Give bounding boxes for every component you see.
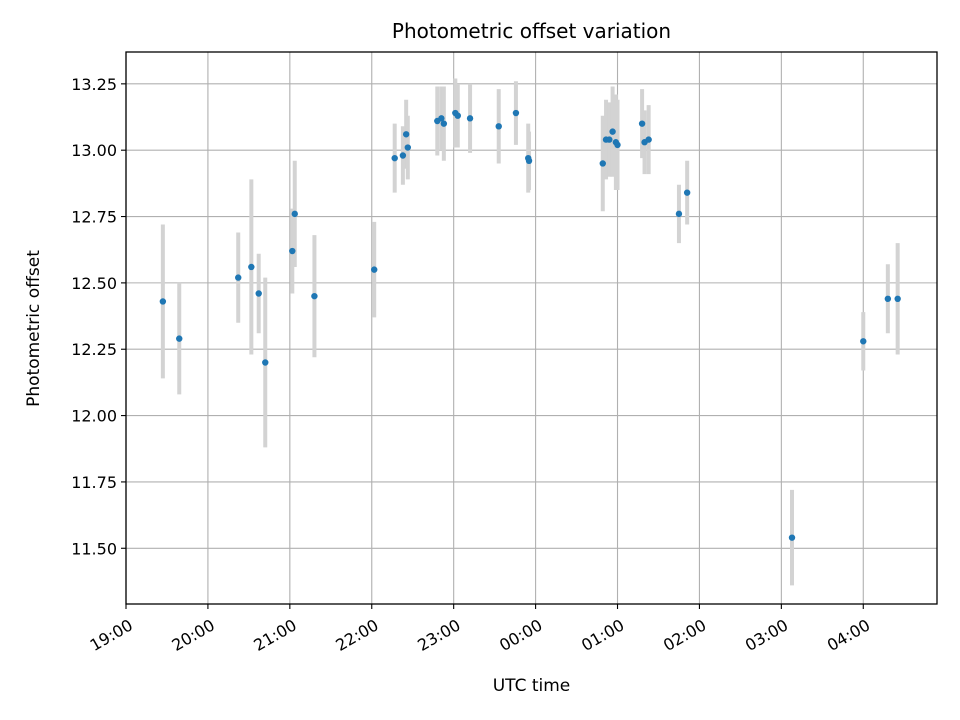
plot-frame	[125, 51, 938, 605]
y-axis-ticks: 11.50 11.75 12.00 12.25 12.50 12.75 13.00 13.25	[71, 75, 126, 558]
data-point	[606, 136, 613, 143]
data-point	[399, 152, 407, 159]
data-point	[683, 189, 691, 196]
data-point	[311, 292, 318, 300]
data-point	[894, 295, 901, 303]
data-point	[525, 157, 533, 165]
data-point	[159, 298, 167, 305]
data-point	[645, 136, 652, 143]
y-tick-label: 12.25	[71, 340, 117, 359]
data-point	[860, 338, 867, 345]
y-tick-label: 11.75	[71, 473, 117, 492]
data-point	[404, 144, 412, 151]
data-point	[440, 120, 448, 127]
data-point	[291, 210, 298, 218]
y-tick-label: 13.00	[71, 141, 117, 160]
y-axis-label: Photometric offset	[24, 250, 44, 407]
x-axis-label: UTC time	[493, 676, 571, 696]
data-point	[391, 154, 398, 162]
y-tick-label: 11.50	[71, 539, 117, 558]
data-point	[454, 112, 461, 119]
y-tick-label: 12.75	[71, 208, 117, 227]
data-point	[495, 123, 502, 130]
data-point	[402, 131, 410, 138]
data-point	[289, 247, 296, 255]
point-layer	[159, 109, 901, 541]
data-point	[255, 290, 262, 297]
data-point	[614, 141, 621, 149]
data-point	[884, 295, 892, 303]
data-point	[466, 115, 474, 122]
data-point	[262, 359, 269, 366]
data-point	[609, 128, 616, 135]
y-tick-label: 12.50	[71, 274, 117, 293]
grid-layer	[125, 52, 937, 604]
data-point	[176, 335, 183, 342]
data-point	[438, 115, 445, 122]
data-point	[248, 263, 255, 271]
data-point	[788, 534, 796, 541]
data-point	[638, 120, 646, 127]
data-point	[235, 274, 242, 281]
y-tick-label: 13.25	[71, 75, 117, 94]
y-tick-label: 12.00	[71, 407, 117, 426]
data-point	[371, 266, 378, 273]
chart-title: Photometric offset variation	[392, 19, 671, 43]
data-point	[599, 160, 606, 167]
data-point	[512, 109, 520, 117]
data-point	[675, 210, 683, 218]
